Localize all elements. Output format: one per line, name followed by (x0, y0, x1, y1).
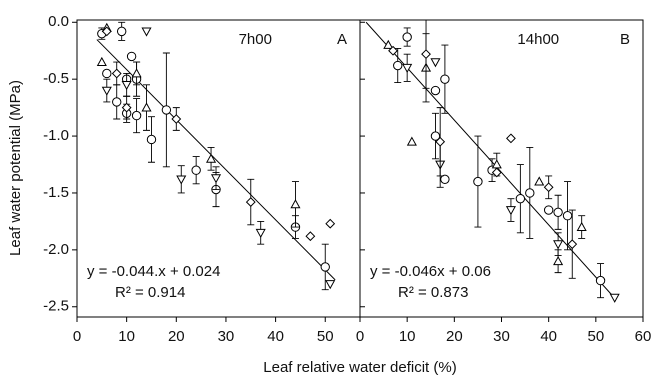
equation: y = -0.044.x + 0.024 (87, 263, 220, 280)
point (146, 134, 157, 145)
point (101, 86, 112, 96)
fit-line (365, 21, 616, 299)
point (255, 228, 266, 239)
point (543, 182, 554, 193)
point (171, 114, 182, 124)
point (553, 240, 564, 250)
y-tick-label: -2.0 (43, 241, 69, 258)
point (435, 136, 446, 147)
y-tick-label: -1.0 (43, 127, 69, 144)
point (515, 193, 526, 204)
point (245, 197, 256, 207)
point (393, 60, 403, 71)
point (176, 175, 187, 185)
point (430, 131, 441, 141)
point (553, 207, 563, 218)
x-tick-label: 50 (317, 328, 334, 345)
point (430, 85, 441, 96)
point (141, 102, 152, 112)
point (325, 280, 336, 290)
x-tick-label: 10 (399, 328, 416, 345)
x-tick-label: 0 (73, 328, 81, 345)
x-axis-label: Leaf relative water deficit (%) (263, 359, 456, 376)
point (421, 49, 431, 60)
point (131, 110, 142, 121)
point (305, 231, 316, 242)
point (553, 256, 564, 266)
x-tick-label: 20 (446, 328, 463, 345)
r-squared: R² = 0.873 (398, 284, 468, 301)
point (567, 239, 578, 250)
point (320, 262, 330, 272)
panel-label: B (620, 31, 630, 48)
point (430, 58, 441, 68)
point (595, 275, 606, 286)
point (402, 32, 412, 42)
point (121, 81, 132, 91)
y-tick-label: -0.5 (43, 70, 69, 87)
x-tick-label: 0 (356, 328, 364, 345)
x-tick-label: 30 (218, 328, 235, 345)
r-squared: R² = 0.914 (115, 284, 185, 301)
point (191, 165, 201, 175)
point (440, 174, 450, 185)
point (121, 102, 132, 113)
point (206, 153, 217, 163)
x-tick-label: 40 (540, 328, 557, 345)
equation: y = -0.046x + 0.06 (370, 263, 491, 280)
x-tick-label: 60 (635, 328, 652, 345)
point (210, 174, 222, 184)
panel-title: 14h00 (517, 31, 559, 48)
point (388, 45, 398, 56)
point (562, 211, 573, 221)
y-tick-label: -1.5 (43, 184, 69, 201)
y-tick-label: -2.5 (43, 298, 69, 315)
point (126, 51, 137, 62)
panel-label: A (337, 31, 347, 48)
point (141, 27, 152, 37)
x-tick-label: 50 (587, 328, 604, 345)
point (116, 26, 127, 37)
point (406, 136, 417, 146)
point (101, 26, 112, 37)
point (102, 68, 112, 79)
y-axis-label: Leaf water potential (MPa) (7, 80, 24, 256)
point (525, 188, 535, 198)
point (111, 68, 122, 79)
point (473, 176, 483, 187)
point (440, 74, 450, 84)
x-tick-label: 40 (267, 328, 284, 345)
x-tick-label: 10 (118, 328, 135, 345)
point (161, 105, 172, 115)
point (383, 39, 394, 49)
point (131, 68, 142, 78)
point (325, 218, 336, 229)
point (402, 63, 413, 74)
point (543, 205, 554, 215)
point (491, 167, 502, 178)
point (609, 293, 620, 303)
panel-title: 7h00 (239, 31, 272, 48)
point (505, 206, 516, 216)
x-tick-label: 30 (493, 328, 510, 345)
point (576, 221, 587, 231)
point (112, 97, 122, 107)
point (534, 176, 545, 186)
point (506, 133, 516, 144)
y-tick-label: 0.0 (48, 13, 69, 30)
x-tick-label: 20 (168, 328, 185, 345)
point (290, 199, 301, 209)
point (96, 56, 107, 66)
